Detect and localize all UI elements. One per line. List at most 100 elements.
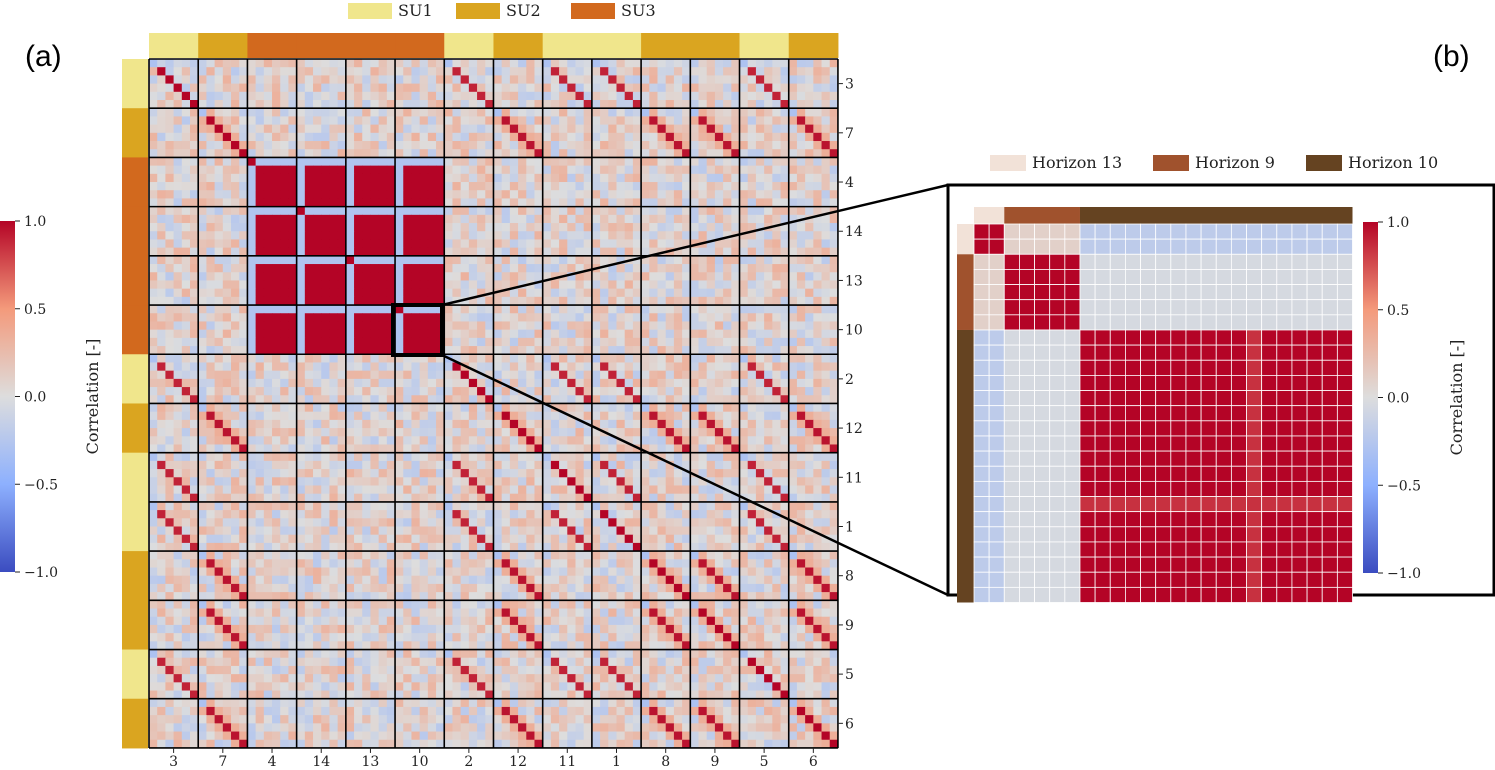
heatmap-cell: [436, 108, 445, 117]
heatmap-cell: [452, 534, 462, 544]
heatmap-cell: [280, 444, 289, 454]
heatmap-cell: [460, 542, 470, 552]
heatmap-cell: [304, 280, 314, 290]
heatmap-cell: [526, 272, 535, 281]
heatmap-cell: [345, 460, 355, 470]
heatmap-cell: [149, 329, 158, 339]
heatmap-cell: [436, 510, 445, 519]
heatmap-cell: [378, 206, 388, 216]
heatmap-cell: [427, 542, 437, 552]
heatmap-cell: [624, 395, 634, 404]
heatmap-cell: [616, 526, 626, 536]
heatmap-cell: [608, 149, 617, 158]
heatmap-cell: [665, 477, 675, 486]
heatmap-cell: [518, 329, 527, 339]
heatmap-cell: [583, 141, 593, 150]
heatmap-cell: [731, 247, 740, 257]
heatmap-cell: [321, 149, 330, 158]
heatmap-cell: [370, 346, 380, 355]
heatmap-cell: [764, 403, 773, 413]
heatmap-cell: [247, 362, 257, 372]
heatmap-cell: [813, 485, 822, 495]
heatmap-cell: [222, 460, 232, 470]
heatmap-cell: [534, 534, 544, 544]
heatmap-cell: [673, 485, 683, 495]
heatmap-cell: [345, 223, 355, 232]
heatmap-cell: [616, 231, 626, 240]
heatmap-cell: [657, 534, 667, 544]
heatmap-cell: [747, 83, 757, 93]
heatmap-cell: [632, 518, 642, 527]
heatmap-cell: [263, 493, 273, 503]
heatmap-cell: [600, 239, 609, 249]
heatmap-cell: [690, 370, 699, 380]
heatmap-cell: [436, 403, 445, 413]
heatmap-cell: [288, 67, 298, 76]
heatmap-cell: [649, 501, 658, 511]
heatmap-cell: [452, 444, 462, 454]
heatmap-cell: [796, 354, 806, 363]
heatmap-cell: [723, 436, 732, 445]
heatmap-cell: [149, 485, 158, 495]
heatmap-cell: [165, 124, 175, 134]
heatmap-cell: [641, 83, 650, 93]
heatmap-cell: [542, 67, 552, 76]
heatmap-cell: [657, 395, 667, 404]
heatmap-cell: [214, 444, 224, 454]
heatmap-cell: [214, 149, 224, 158]
heatmap-cell: [173, 116, 183, 126]
heatmap-cell: [403, 460, 412, 470]
heatmap-cell: [632, 321, 642, 331]
heatmap-cell: [395, 255, 404, 265]
heatmap-cell: [706, 190, 716, 199]
heatmap-cell: [354, 346, 363, 355]
heatmap-cell: [575, 354, 585, 363]
heatmap-cell: [665, 173, 675, 183]
heatmap-cell: [239, 165, 248, 175]
heatmap-cell: [764, 272, 773, 281]
heatmap-cell: [575, 493, 585, 503]
heatmap-cell: [370, 403, 380, 413]
heatmap-cell: [296, 387, 306, 396]
heatmap-cell: [583, 542, 593, 552]
heatmap-cell: [231, 510, 240, 519]
heatmap-cell: [165, 67, 175, 76]
heatmap-cell: [805, 157, 814, 167]
heatmap-cell: [714, 272, 724, 281]
heatmap-cell: [345, 305, 355, 314]
heatmap-cell: [567, 198, 576, 208]
heatmap-cell: [395, 206, 404, 216]
heatmap-cell: [755, 354, 765, 363]
heatmap-cell: [747, 173, 757, 183]
heatmap-cell: [296, 239, 306, 249]
heatmap-cell: [657, 526, 667, 536]
heatmap-cell: [755, 223, 765, 232]
heatmap-cell: [403, 190, 412, 199]
heatmap-cell: [673, 452, 683, 462]
heatmap-cell: [345, 542, 355, 552]
heatmap-cell: [313, 370, 322, 380]
heatmap-cell: [419, 141, 429, 150]
heatmap-cell: [690, 403, 699, 413]
heatmap-cell: [354, 419, 363, 429]
heatmap-cell: [198, 313, 207, 322]
heatmap-cell: [329, 247, 339, 257]
heatmap-cell: [509, 149, 519, 158]
heatmap-cell: [272, 354, 281, 363]
heatmap-cell: [198, 141, 207, 150]
heatmap-cell: [321, 190, 330, 199]
heatmap-cell: [165, 362, 175, 372]
heatmap-cell: [280, 518, 289, 527]
heatmap-cell: [714, 190, 724, 199]
legend-label: Horizon 9: [1195, 153, 1275, 172]
heatmap-cell: [263, 501, 273, 511]
heatmap-cell: [550, 346, 560, 355]
heatmap-cell: [624, 280, 634, 290]
heatmap-cell: [247, 91, 257, 101]
heatmap-cell: [263, 444, 273, 454]
heatmap-cell: [304, 370, 314, 380]
heatmap-cell: [149, 444, 158, 454]
heatmap-cell: [690, 223, 699, 232]
heatmap-cell: [362, 395, 371, 404]
heatmap-cell: [583, 75, 593, 85]
